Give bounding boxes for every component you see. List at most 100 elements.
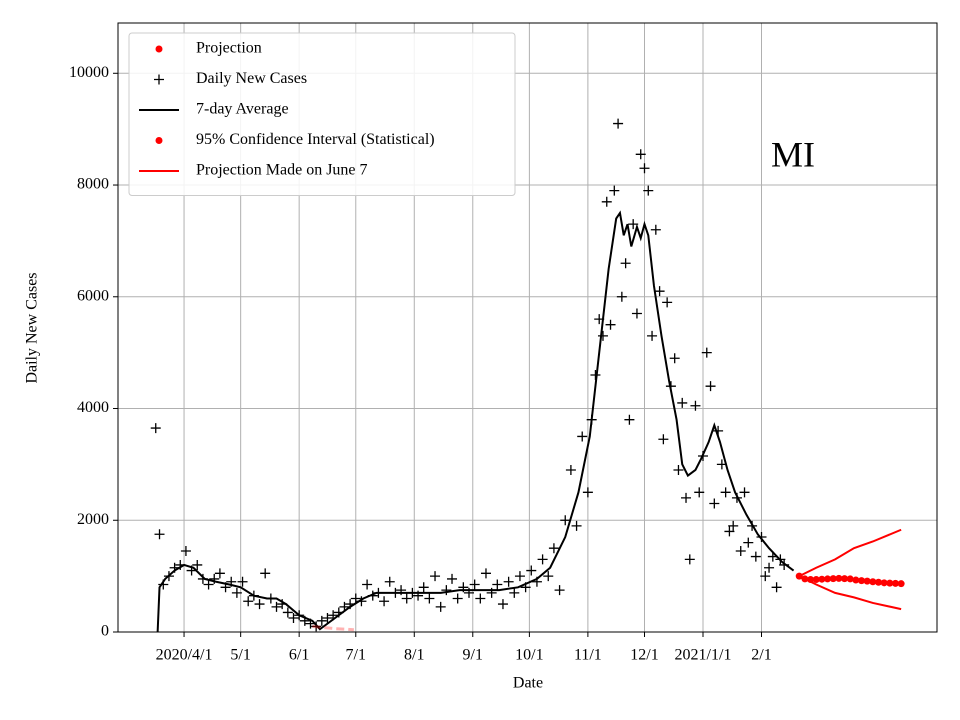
plot-frame [117, 22, 938, 633]
plus-marker [237, 576, 248, 587]
y-axis-label: Daily New Cases [24, 272, 41, 383]
plus-marker [705, 381, 716, 392]
plus-marker [282, 607, 293, 618]
plus-marker [231, 587, 242, 598]
x-tick-label: 2/1 [751, 647, 771, 664]
dot [841, 575, 849, 583]
plus-marker [624, 414, 635, 425]
plus-marker [673, 464, 684, 475]
plus-marker [452, 593, 463, 604]
y-tick-label: 4000 [77, 399, 109, 416]
line [156, 210, 795, 632]
plus-marker [430, 571, 441, 582]
plus-marker [628, 219, 639, 230]
y-tick-label: 10000 [69, 64, 109, 81]
plus-marker [492, 579, 503, 590]
legend-marker [155, 137, 163, 144]
plus-marker [214, 568, 225, 579]
dot [818, 575, 826, 583]
plus-marker [316, 615, 327, 626]
plus-marker [509, 587, 520, 598]
x-tick-label: 12/1 [630, 647, 658, 664]
plus-marker [616, 291, 627, 302]
plus-marker [701, 347, 712, 358]
legend-marker [155, 45, 163, 53]
plus-marker [743, 537, 754, 548]
plus-marker [543, 571, 554, 582]
legend-label: 95% Confidence Interval (Statistical) [196, 131, 435, 148]
x-tick-label: 7/1 [346, 647, 366, 664]
plus-marker [684, 554, 695, 565]
plus-marker [728, 520, 739, 531]
plus-marker [418, 582, 429, 593]
plus-marker [548, 543, 559, 554]
plus-marker [669, 353, 680, 364]
plus-marker [677, 397, 688, 408]
plus-marker [254, 599, 265, 610]
y-tick-label: 0 [101, 623, 109, 640]
dot [812, 575, 820, 583]
dot [897, 580, 905, 588]
dot [863, 577, 871, 585]
plus-marker [288, 613, 299, 624]
dot [824, 575, 832, 583]
plus-marker [526, 565, 537, 576]
plus-marker [150, 423, 161, 434]
plus-marker [658, 434, 669, 445]
ci-lower [798, 575, 902, 611]
dot [880, 579, 888, 587]
plus-marker [401, 593, 412, 604]
plus-marker [565, 464, 576, 475]
plus-marker [362, 579, 373, 590]
plus-marker [635, 149, 646, 160]
plus-marker [771, 582, 782, 593]
dot [886, 579, 894, 587]
plus-marker [662, 297, 673, 308]
plus-marker [571, 520, 582, 531]
plus-marker [694, 487, 705, 498]
plus-marker [243, 596, 254, 607]
plus-marker [435, 601, 446, 612]
legend-label: Projection [196, 40, 262, 57]
plus-marker [631, 308, 642, 319]
plus-marker [577, 431, 588, 442]
plus-marker [601, 196, 612, 207]
plus-marker [739, 487, 750, 498]
plus-marker [154, 529, 165, 540]
plus-marker [597, 330, 608, 341]
x-tick-label: 10/1 [515, 647, 543, 664]
plus-marker [180, 545, 191, 556]
x-tick-label: 8/1 [404, 647, 424, 664]
legend-marker [154, 74, 164, 85]
plus-marker [322, 613, 333, 624]
y-tick-label: 6000 [77, 287, 109, 304]
plus-marker [469, 579, 480, 590]
line [312, 624, 354, 632]
plus-marker [605, 319, 616, 330]
plus-marker [350, 593, 361, 604]
plus-marker [475, 593, 486, 604]
dot [875, 578, 882, 586]
plus-marker [560, 515, 571, 526]
legend-label: Daily New Cases [196, 70, 307, 87]
plus-marker [441, 585, 452, 596]
plus-marker [709, 498, 720, 509]
plus-marker [720, 487, 731, 498]
x-tick-label: 9/1 [463, 647, 483, 664]
plus-marker [424, 593, 435, 604]
x-tick-label: 2020/4/1 [156, 647, 213, 664]
plus-marker [760, 571, 771, 582]
legend-box [128, 32, 516, 196]
plus-marker [497, 599, 508, 610]
x-tick-label: 11/1 [574, 647, 602, 664]
x-tick-label: 6/1 [289, 647, 309, 664]
plus-marker [271, 601, 282, 612]
plus-marker [750, 551, 761, 562]
plus-marker [654, 286, 665, 297]
plus-marker [609, 185, 620, 196]
ci-upper [798, 528, 902, 578]
plus-marker [537, 554, 548, 565]
plus-marker [690, 400, 701, 411]
dot [869, 578, 877, 586]
plus-marker [643, 185, 654, 196]
